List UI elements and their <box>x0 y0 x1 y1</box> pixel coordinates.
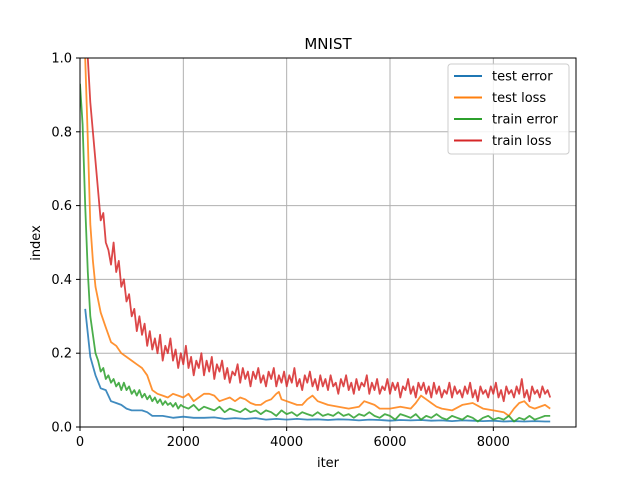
x-tick-label: 0 <box>76 435 84 450</box>
y-tick-label: 1.0 <box>51 52 72 67</box>
legend-label-train-loss: train loss <box>492 134 552 149</box>
series-line-test-error <box>84 308 551 423</box>
y-tick-label: 0.2 <box>51 347 72 362</box>
legend: test error test loss train error train loss <box>447 63 570 155</box>
series-lines <box>80 58 552 423</box>
series-line-train-loss <box>86 58 552 403</box>
x-tick-label: 4000 <box>270 435 303 450</box>
x-axis-label: iter <box>317 456 340 471</box>
x-tick-label: 2000 <box>167 435 200 450</box>
y-tick-label: 0.4 <box>51 273 72 288</box>
legend-box <box>447 63 570 155</box>
y-tick-label: 0.8 <box>51 125 72 140</box>
plot-frame <box>79 57 577 428</box>
legend-label-train-error: train error <box>492 113 559 128</box>
y-tick-label: 0.6 <box>51 199 72 214</box>
series-line-test-loss <box>84 58 551 417</box>
legend-label-test-error: test error <box>492 70 553 85</box>
x-tick-label: 8000 <box>477 435 510 450</box>
x-tick-label: 6000 <box>373 435 406 450</box>
y-axis-ticks: 0.0 0.2 0.4 0.6 0.8 1.0 <box>51 52 80 436</box>
legend-label-test-loss: test loss <box>492 91 546 106</box>
chart-title: MNIST <box>304 35 352 53</box>
y-axis-label: index <box>29 225 44 261</box>
x-axis-ticks: 0 2000 4000 6000 8000 <box>76 427 510 450</box>
y-tick-label: 0.0 <box>51 421 72 436</box>
series-line-train-error <box>80 83 551 423</box>
